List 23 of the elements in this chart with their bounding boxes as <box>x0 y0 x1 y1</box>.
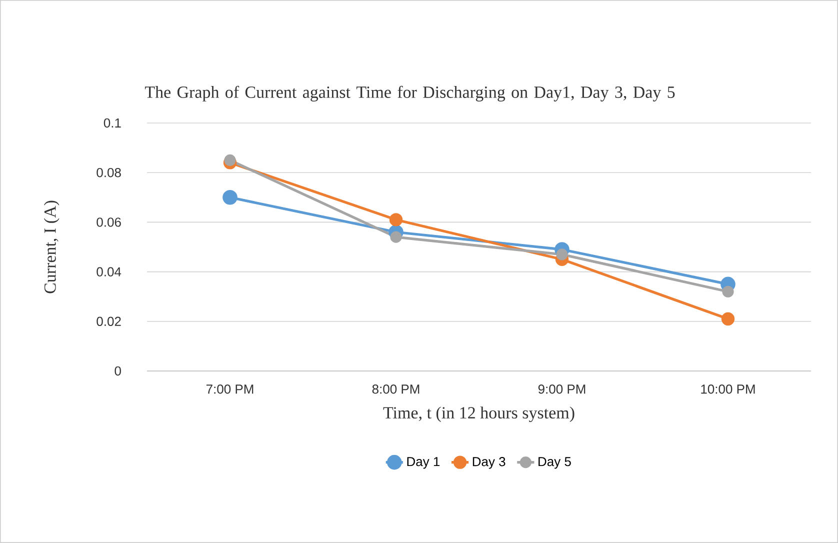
x-tick-label: 8:00 PM <box>372 384 420 394</box>
y-tick-label: 0.1 <box>104 118 121 128</box>
y-tick-label: 0.02 <box>96 316 121 326</box>
point <box>722 286 734 298</box>
y-tick-label: 0.04 <box>96 267 122 276</box>
x-tick-label: 7:00 PM <box>206 384 254 394</box>
point <box>556 248 568 260</box>
legend-label: Day 3 <box>472 457 506 469</box>
point <box>721 312 735 326</box>
legend-label: Day 1 <box>407 457 440 469</box>
x-tick-label: 9:00 PM <box>538 384 586 394</box>
x-axis-title: Time, t (in 12 hours system) <box>383 406 574 422</box>
y-tick-label: 0.06 <box>96 218 121 227</box>
chart-title: The Graph of Current against Time for Discharging on Day1, Day 3, Day 5 <box>144 86 675 102</box>
point <box>224 154 236 166</box>
legend-label: Day 5 <box>538 457 571 469</box>
y-axis-title: Current, I (A) <box>44 200 60 294</box>
point <box>222 190 238 205</box>
y-tick-label: 0.08 <box>96 168 121 178</box>
x-tick-label: 10:00 PM <box>701 384 755 394</box>
point <box>390 231 402 243</box>
point <box>389 213 403 226</box>
y-tick-label: 0 <box>114 366 121 376</box>
